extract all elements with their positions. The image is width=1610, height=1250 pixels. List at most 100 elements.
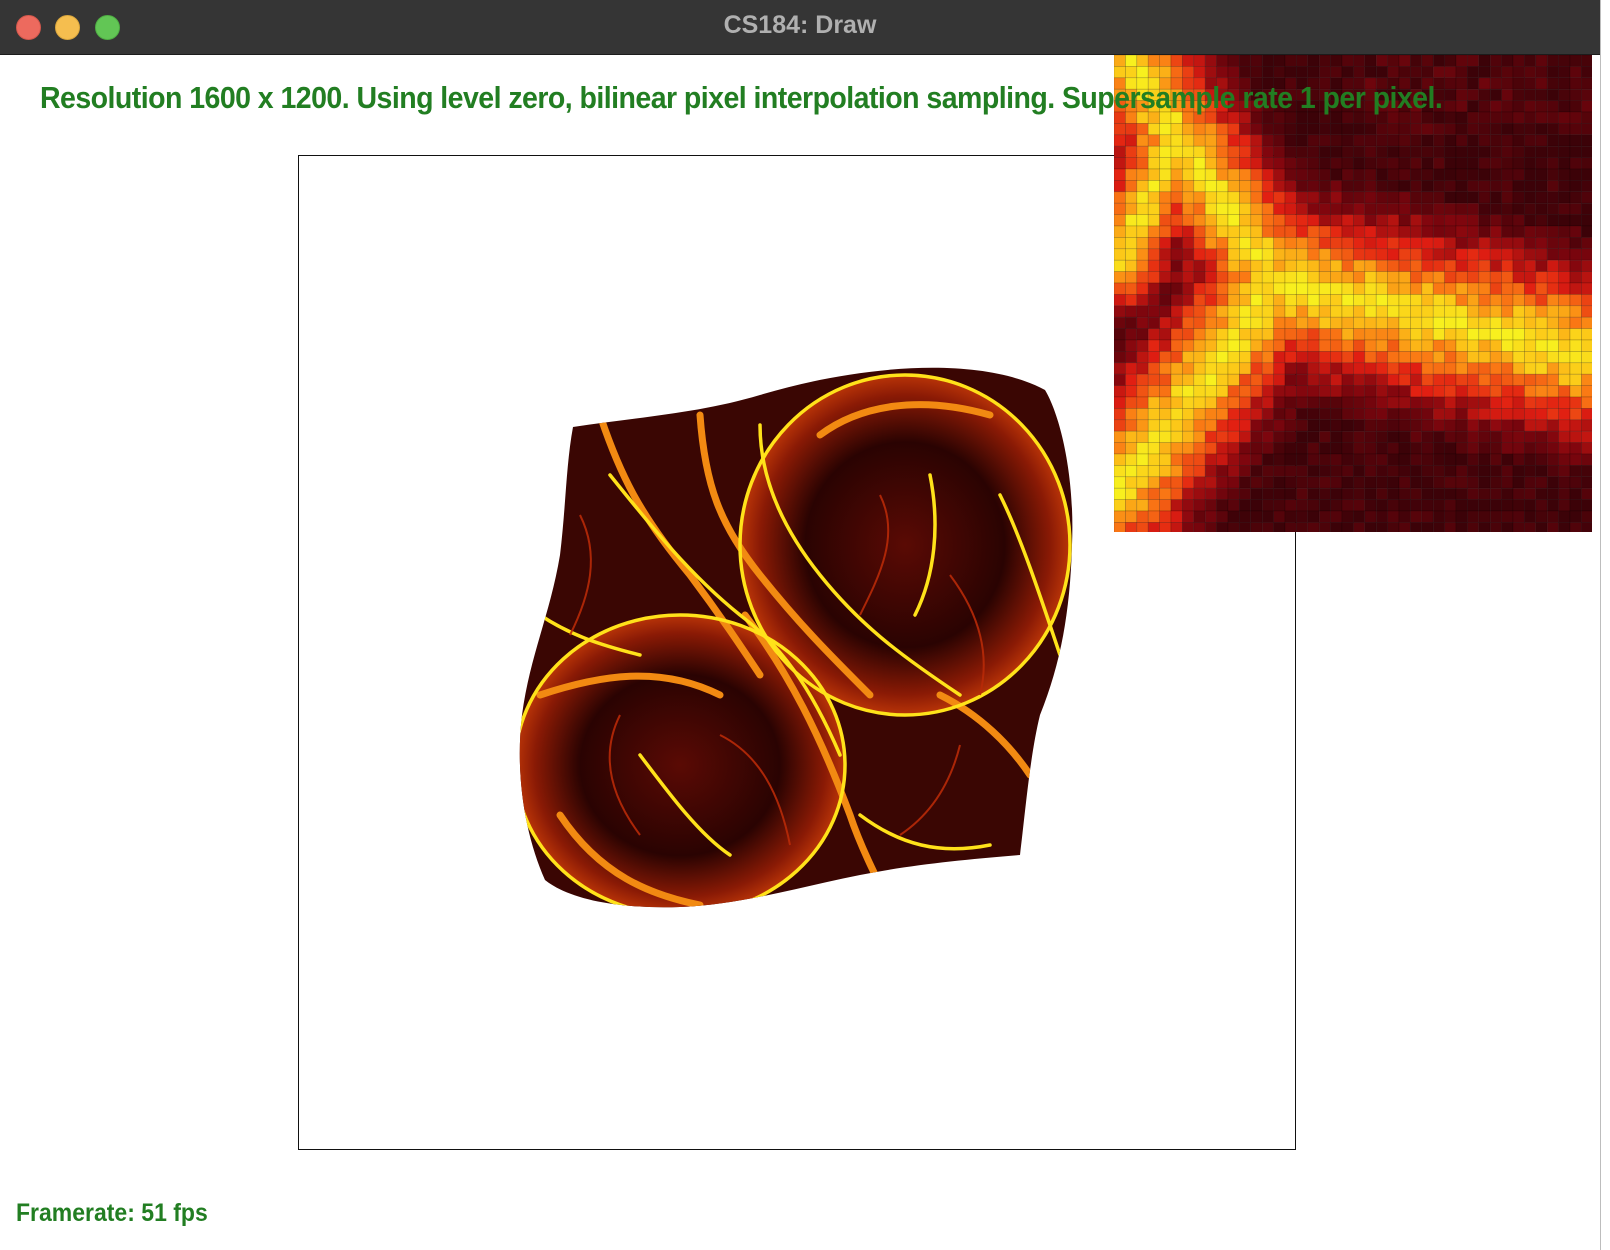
zoom-pixel bbox=[1261, 351, 1274, 364]
zoom-pixel bbox=[1455, 305, 1468, 318]
zoom-pixel bbox=[1489, 100, 1502, 113]
zoom-pixel bbox=[1227, 385, 1240, 398]
zoom-pixel bbox=[1136, 339, 1149, 352]
zoom-pixel bbox=[1535, 123, 1548, 136]
zoom-pixel bbox=[1307, 396, 1320, 409]
zoom-pixel bbox=[1353, 191, 1366, 204]
zoom-pixel bbox=[1125, 248, 1138, 261]
zoom-pixel bbox=[1558, 419, 1571, 432]
zoom-pixel bbox=[1114, 408, 1126, 421]
zoom-pixel bbox=[1250, 351, 1263, 364]
zoom-pixel bbox=[1159, 522, 1172, 532]
zoom-pixel bbox=[1136, 328, 1149, 341]
zoom-pixel bbox=[1569, 476, 1582, 489]
zoom-pixel bbox=[1159, 373, 1172, 386]
zoom-pixel bbox=[1478, 202, 1491, 215]
zoom-pixel bbox=[1444, 157, 1457, 170]
zoom-pixel bbox=[1524, 385, 1537, 398]
zoom-pixel bbox=[1501, 442, 1514, 455]
zoom-pixel bbox=[1558, 225, 1571, 238]
zoom-pixel bbox=[1421, 465, 1434, 478]
zoom-pixel bbox=[1147, 453, 1160, 466]
zoom-pixel bbox=[1512, 487, 1525, 500]
zoom-pixel bbox=[1296, 465, 1309, 478]
zoom-pixel bbox=[1467, 430, 1480, 443]
zoom-pixel bbox=[1398, 214, 1411, 227]
title-bar[interactable]: CS184: Draw bbox=[0, 0, 1600, 55]
zoom-pixel bbox=[1114, 430, 1126, 443]
zoom-pixel bbox=[1261, 385, 1274, 398]
zoom-pixel bbox=[1467, 373, 1480, 386]
zoom-pixel bbox=[1193, 522, 1206, 532]
zoom-pixel bbox=[1261, 453, 1274, 466]
zoom-pixel bbox=[1535, 202, 1548, 215]
zoom-pixel bbox=[1387, 294, 1400, 307]
zoom-pixel bbox=[1204, 237, 1217, 250]
draw-canvas[interactable]: Resolution 1600 x 1200. Using level zero… bbox=[0, 55, 1600, 1250]
zoom-pixel bbox=[1341, 157, 1354, 170]
zoom-pixel bbox=[1147, 316, 1160, 329]
zoom-pixel bbox=[1501, 100, 1514, 113]
zoom-pixel bbox=[1375, 430, 1388, 443]
zoom-pixel bbox=[1535, 180, 1548, 193]
zoom-pixel bbox=[1558, 453, 1571, 466]
zoom-pixel bbox=[1410, 465, 1423, 478]
zoom-pixel bbox=[1444, 168, 1457, 181]
rendered-texture-svg bbox=[519, 367, 1073, 908]
zoom-pixel bbox=[1478, 385, 1491, 398]
zoom-pixel bbox=[1375, 465, 1388, 478]
zoom-pixel bbox=[1170, 442, 1183, 455]
zoom-pixel bbox=[1296, 419, 1309, 432]
zoom-pixel bbox=[1250, 453, 1263, 466]
zoom-pixel bbox=[1307, 202, 1320, 215]
zoom-pixel bbox=[1546, 282, 1559, 295]
zoom-pixel bbox=[1535, 157, 1548, 170]
zoom-pixel bbox=[1444, 487, 1457, 500]
zoom-pixel bbox=[1444, 328, 1457, 341]
zoom-pixel bbox=[1193, 499, 1206, 512]
zoom-pixel bbox=[1318, 123, 1331, 136]
zoom-pixel bbox=[1501, 66, 1514, 79]
zoom-pixel bbox=[1250, 259, 1263, 272]
zoom-pixel bbox=[1387, 396, 1400, 409]
zoom-pixel bbox=[1114, 259, 1126, 272]
zoom-pixel bbox=[1535, 453, 1548, 466]
zoom-pixel bbox=[1512, 476, 1525, 489]
zoom-pixel bbox=[1364, 202, 1377, 215]
zoom-pixel bbox=[1147, 157, 1160, 170]
zoom-pixel bbox=[1364, 499, 1377, 512]
zoom-pixel bbox=[1159, 248, 1172, 261]
zoom-pixel bbox=[1558, 476, 1571, 489]
zoom-pixel bbox=[1375, 339, 1388, 352]
zoom-pixel bbox=[1227, 487, 1240, 500]
zoom-pixel bbox=[1455, 248, 1468, 261]
zoom-pixel bbox=[1170, 408, 1183, 421]
zoom-pixel bbox=[1318, 316, 1331, 329]
zoom-pixel bbox=[1125, 237, 1138, 250]
zoom-pixel bbox=[1512, 123, 1525, 136]
zoom-pixel bbox=[1114, 305, 1126, 318]
zoom-pixel bbox=[1546, 157, 1559, 170]
zoom-pixel bbox=[1330, 328, 1343, 341]
maximize-traffic-light-icon[interactable] bbox=[95, 15, 120, 40]
zoom-pixel bbox=[1284, 157, 1297, 170]
zoom-pixel bbox=[1307, 134, 1320, 147]
zoom-pixel bbox=[1581, 408, 1592, 421]
zoom-pixel bbox=[1296, 373, 1309, 386]
zoom-pixel bbox=[1204, 248, 1217, 261]
zoom-pixel bbox=[1307, 294, 1320, 307]
zoom-pixel bbox=[1512, 294, 1525, 307]
zoom-pixel bbox=[1581, 88, 1592, 101]
minimize-traffic-light-icon[interactable] bbox=[55, 15, 80, 40]
close-traffic-light-icon[interactable] bbox=[16, 15, 41, 40]
zoom-pixel bbox=[1455, 499, 1468, 512]
zoom-pixel bbox=[1284, 522, 1297, 532]
zoom-pixel bbox=[1284, 305, 1297, 318]
zoom-pixel bbox=[1273, 145, 1286, 158]
zoom-pixel bbox=[1569, 168, 1582, 181]
zoom-pixel bbox=[1444, 145, 1457, 158]
zoom-pixel bbox=[1114, 157, 1126, 170]
zoom-pixel bbox=[1524, 88, 1537, 101]
zoom-pixel bbox=[1204, 191, 1217, 204]
zoom-pixel bbox=[1364, 259, 1377, 272]
